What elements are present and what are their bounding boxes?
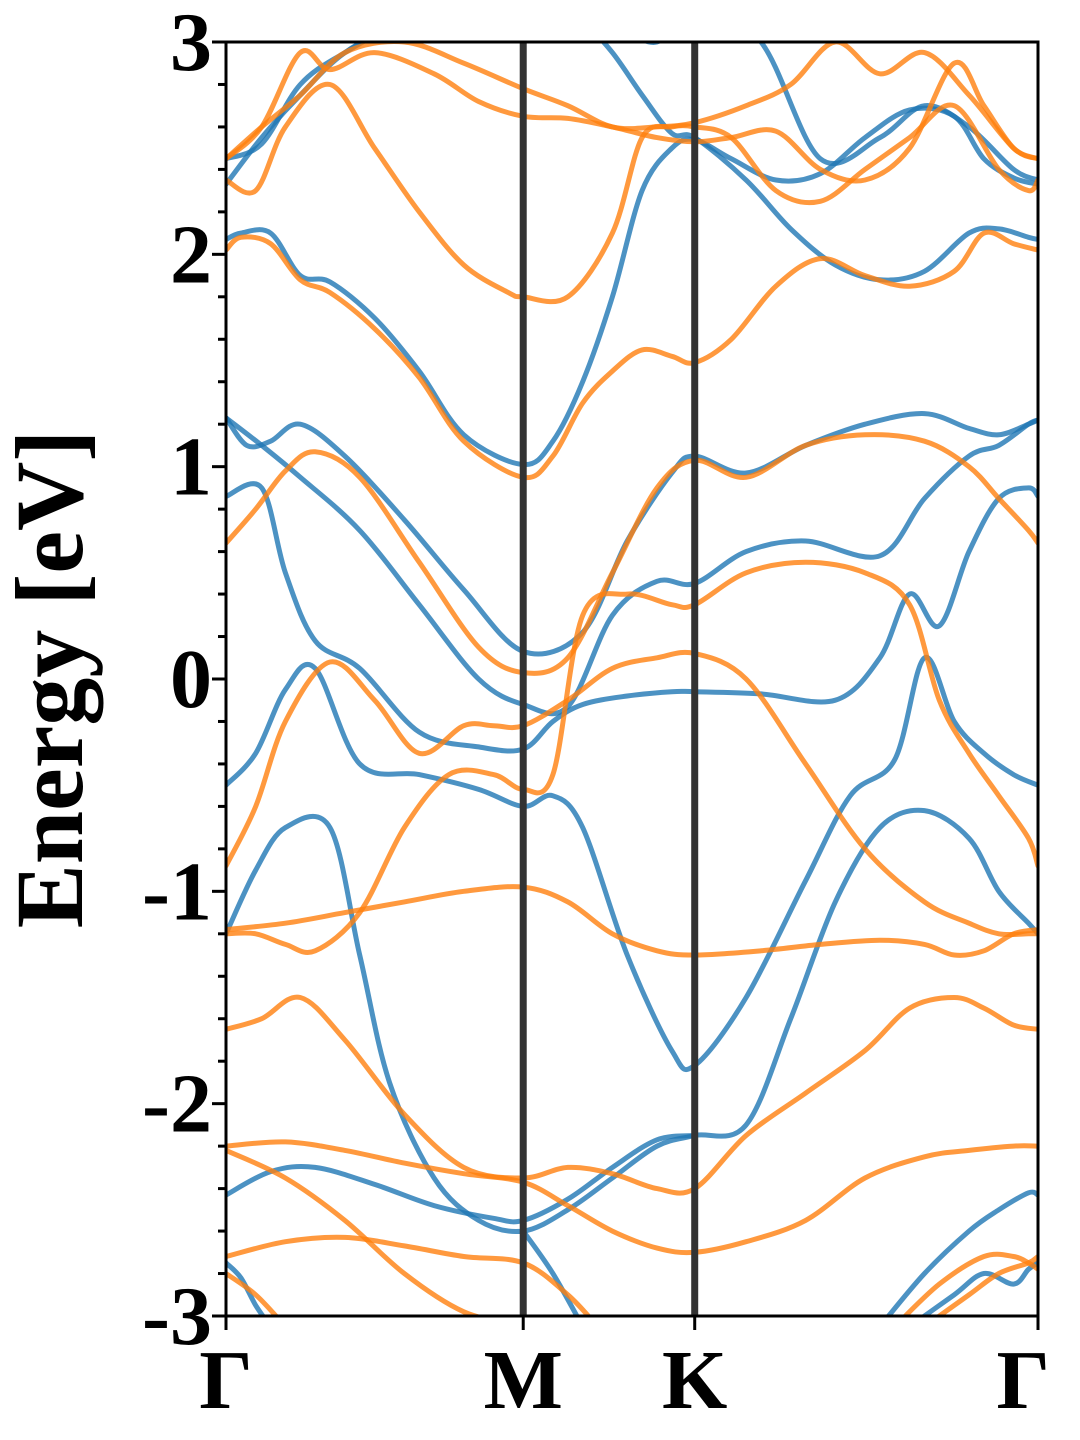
y-tick-label: -1 xyxy=(142,845,212,938)
x-tick-label-3: Γ xyxy=(997,1334,1050,1427)
band-line-orange-24 xyxy=(226,1234,592,1316)
y-tick-label: -2 xyxy=(142,1058,212,1151)
band-line-orange-17 xyxy=(226,432,1038,676)
band-line-blue-11 xyxy=(885,1189,1038,1316)
x-tick-label-2: K xyxy=(662,1334,727,1427)
y-tick-label: 0 xyxy=(170,633,212,726)
y-tick-label: 3 xyxy=(170,0,212,89)
band-line-blue-6 xyxy=(226,655,1038,1072)
x-tick-label-0: Γ xyxy=(199,1334,252,1427)
band-line-orange-18 xyxy=(226,649,1038,938)
high-symmetry-lines xyxy=(519,42,699,1316)
x-tick-label-1: M xyxy=(484,1334,563,1427)
band-line-blue-5 xyxy=(226,481,1038,754)
y-tick-label: -3 xyxy=(142,1270,212,1363)
band-line-orange-21 xyxy=(226,994,1038,1196)
band-line-orange-22 xyxy=(226,1139,1038,1256)
y-tick-label: 2 xyxy=(170,208,212,301)
band-line-blue-4 xyxy=(226,415,1038,717)
band-line-blue-1 xyxy=(226,42,1038,283)
band-line-orange-27 xyxy=(935,1254,1038,1316)
band-line-blue-8 xyxy=(226,1133,698,1225)
y-axis: 3 2 1 0 -1 -2 -3 xyxy=(142,0,226,1363)
band-line-orange-20 xyxy=(226,884,1038,958)
band-line-blue-7 xyxy=(226,807,1038,1234)
y-tick-label: 1 xyxy=(170,421,212,514)
band-line-blue-12 xyxy=(920,1260,1038,1316)
band-line-orange-16 xyxy=(226,229,1038,481)
band-line-blue-0 xyxy=(226,42,1038,187)
band-line-orange-25 xyxy=(226,1271,280,1316)
band-line-orange-15 xyxy=(226,81,1038,305)
band-line-orange-23 xyxy=(226,1147,485,1316)
band-line-blue-2 xyxy=(226,105,1038,468)
band-line-orange-14 xyxy=(226,48,1038,184)
band-lines xyxy=(226,42,1038,1316)
y-axis-label: Energy [eV] xyxy=(0,430,103,929)
band-line-orange-19 xyxy=(226,559,1038,955)
